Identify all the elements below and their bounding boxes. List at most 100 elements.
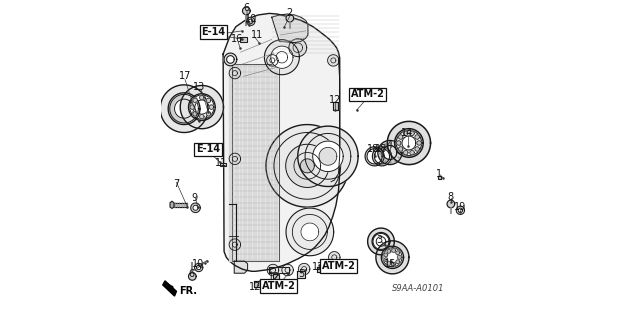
Text: 14: 14: [401, 129, 413, 138]
Text: 6: 6: [243, 3, 250, 13]
Polygon shape: [271, 46, 293, 68]
Polygon shape: [268, 264, 278, 276]
Polygon shape: [234, 261, 248, 273]
Polygon shape: [402, 136, 416, 150]
Polygon shape: [196, 265, 201, 270]
Polygon shape: [387, 249, 391, 253]
Polygon shape: [415, 147, 419, 151]
Polygon shape: [376, 241, 409, 274]
Polygon shape: [387, 262, 391, 265]
Polygon shape: [220, 163, 227, 167]
Polygon shape: [367, 228, 394, 255]
Polygon shape: [224, 53, 237, 66]
Polygon shape: [286, 208, 333, 256]
Text: E-14: E-14: [202, 27, 226, 37]
Polygon shape: [395, 129, 423, 157]
Polygon shape: [223, 13, 340, 271]
Polygon shape: [333, 102, 339, 110]
Polygon shape: [190, 105, 195, 109]
Text: 7: 7: [173, 179, 180, 189]
Polygon shape: [243, 7, 250, 15]
Text: 18: 18: [367, 144, 380, 154]
Polygon shape: [193, 98, 197, 103]
Polygon shape: [456, 206, 465, 214]
Polygon shape: [286, 14, 294, 22]
Polygon shape: [180, 85, 223, 129]
Polygon shape: [209, 105, 214, 109]
Text: E-14: E-14: [196, 144, 220, 154]
Text: 11: 11: [251, 30, 263, 40]
Polygon shape: [383, 145, 397, 160]
Text: ATM-2: ATM-2: [321, 261, 355, 271]
Polygon shape: [404, 131, 408, 136]
Polygon shape: [372, 233, 390, 250]
Polygon shape: [200, 115, 204, 119]
Polygon shape: [410, 151, 414, 155]
Text: 6: 6: [188, 270, 195, 279]
Polygon shape: [387, 122, 431, 165]
Polygon shape: [193, 112, 197, 116]
Polygon shape: [206, 98, 211, 103]
Text: 5: 5: [298, 270, 304, 279]
Polygon shape: [396, 260, 399, 264]
Polygon shape: [415, 135, 419, 139]
Polygon shape: [384, 253, 388, 257]
Text: 16: 16: [230, 34, 243, 44]
Text: 12: 12: [249, 282, 261, 292]
Polygon shape: [269, 268, 289, 273]
Polygon shape: [298, 126, 358, 187]
Text: 2: 2: [287, 8, 293, 19]
Polygon shape: [396, 130, 422, 156]
Text: ATM-2: ATM-2: [351, 89, 385, 100]
Polygon shape: [229, 153, 241, 165]
Polygon shape: [267, 55, 278, 66]
Text: 13: 13: [193, 82, 205, 92]
Polygon shape: [319, 147, 337, 165]
Polygon shape: [191, 203, 200, 212]
Polygon shape: [381, 246, 404, 269]
Polygon shape: [328, 55, 339, 66]
Text: 9: 9: [191, 193, 198, 203]
Polygon shape: [384, 258, 388, 262]
Text: 8: 8: [447, 192, 453, 202]
Polygon shape: [195, 100, 209, 114]
Polygon shape: [190, 95, 214, 119]
Text: 10: 10: [191, 259, 204, 269]
Polygon shape: [273, 274, 279, 279]
Text: 1: 1: [436, 169, 442, 179]
Polygon shape: [195, 263, 203, 271]
Polygon shape: [230, 54, 231, 261]
Polygon shape: [298, 263, 310, 275]
Polygon shape: [392, 262, 396, 266]
Polygon shape: [254, 281, 260, 286]
Polygon shape: [189, 94, 215, 121]
Text: 12: 12: [268, 272, 280, 282]
Polygon shape: [189, 272, 196, 280]
Text: 12: 12: [312, 263, 324, 272]
Polygon shape: [282, 264, 293, 276]
Text: 12: 12: [329, 95, 341, 105]
Polygon shape: [397, 141, 401, 145]
Polygon shape: [317, 268, 323, 272]
Polygon shape: [372, 147, 392, 166]
Polygon shape: [163, 281, 177, 296]
Polygon shape: [232, 64, 278, 261]
Polygon shape: [175, 99, 193, 118]
Text: FR.: FR.: [180, 286, 198, 296]
Polygon shape: [397, 256, 401, 259]
Polygon shape: [206, 112, 211, 116]
Polygon shape: [328, 252, 340, 263]
Text: 11: 11: [214, 158, 227, 168]
Polygon shape: [200, 95, 204, 100]
Text: S9AA-A0101: S9AA-A0101: [392, 284, 445, 293]
Polygon shape: [285, 144, 329, 188]
Polygon shape: [396, 251, 399, 255]
Polygon shape: [266, 124, 349, 207]
Polygon shape: [240, 37, 247, 42]
Polygon shape: [410, 131, 414, 136]
Polygon shape: [246, 17, 255, 26]
Polygon shape: [404, 151, 408, 155]
Polygon shape: [373, 234, 389, 249]
Text: 10: 10: [245, 14, 257, 24]
Polygon shape: [300, 159, 314, 173]
